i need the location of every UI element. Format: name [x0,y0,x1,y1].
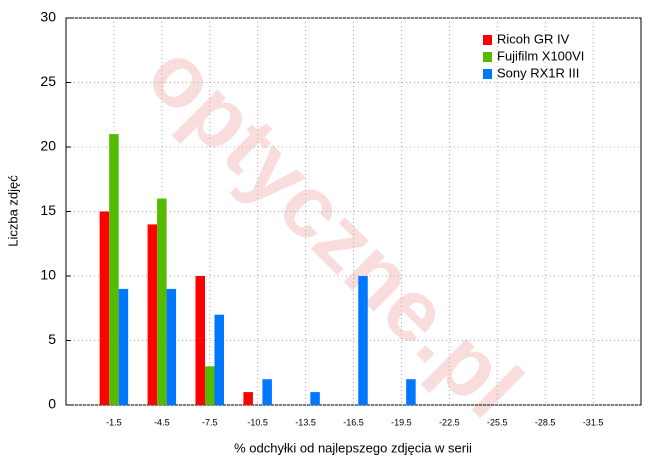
x-tick-label: -1.5 [106,417,122,427]
x-tick-label: -19.5 [391,417,412,427]
bar [310,392,320,405]
y-tick-label: 15 [40,202,56,218]
x-tick-label: -16.5 [343,417,364,427]
y-axis-label: Liczba zdjęć [5,175,20,247]
bar [147,224,158,405]
x-tick-label: -4.5 [154,417,170,427]
bar [214,314,224,405]
bar [109,134,119,405]
x-tick-label: -25.5 [487,417,508,427]
x-axis-label: % odchyłki od najlepszego zdjęcia w seri… [234,440,472,455]
legend-label: Sony RX1R III [497,65,579,80]
legend-label: Ricoh GR IV [497,31,570,46]
bar [243,392,253,405]
legend-swatch [483,69,492,79]
x-tick-label: -13.5 [295,417,316,427]
x-tick-label: -22.5 [439,417,460,427]
bar [358,276,368,405]
x-tick-label: -10.5 [247,417,268,427]
y-tick-label: 0 [48,396,56,412]
bar [157,198,167,405]
bar [118,288,129,405]
y-tick-label: 10 [40,267,56,283]
bar [99,211,110,405]
y-tick-label: 20 [40,138,56,154]
bar [195,276,205,405]
y-tick-label: 25 [40,73,56,89]
y-tick-label: 30 [40,9,56,25]
watermark: optyczne.pl [129,24,541,436]
legend-swatch [483,52,492,62]
x-tick-label: -7.5 [202,417,218,427]
legend-label: Fujifilm X100VI [497,48,584,63]
y-tick-label: 5 [48,331,56,347]
legend-swatch [483,35,492,45]
bar [205,366,215,405]
bar [262,379,272,405]
x-tick-label: -28.5 [535,417,556,427]
x-tick-label: -31.5 [583,417,604,427]
bar [166,288,177,405]
bar [406,379,416,405]
